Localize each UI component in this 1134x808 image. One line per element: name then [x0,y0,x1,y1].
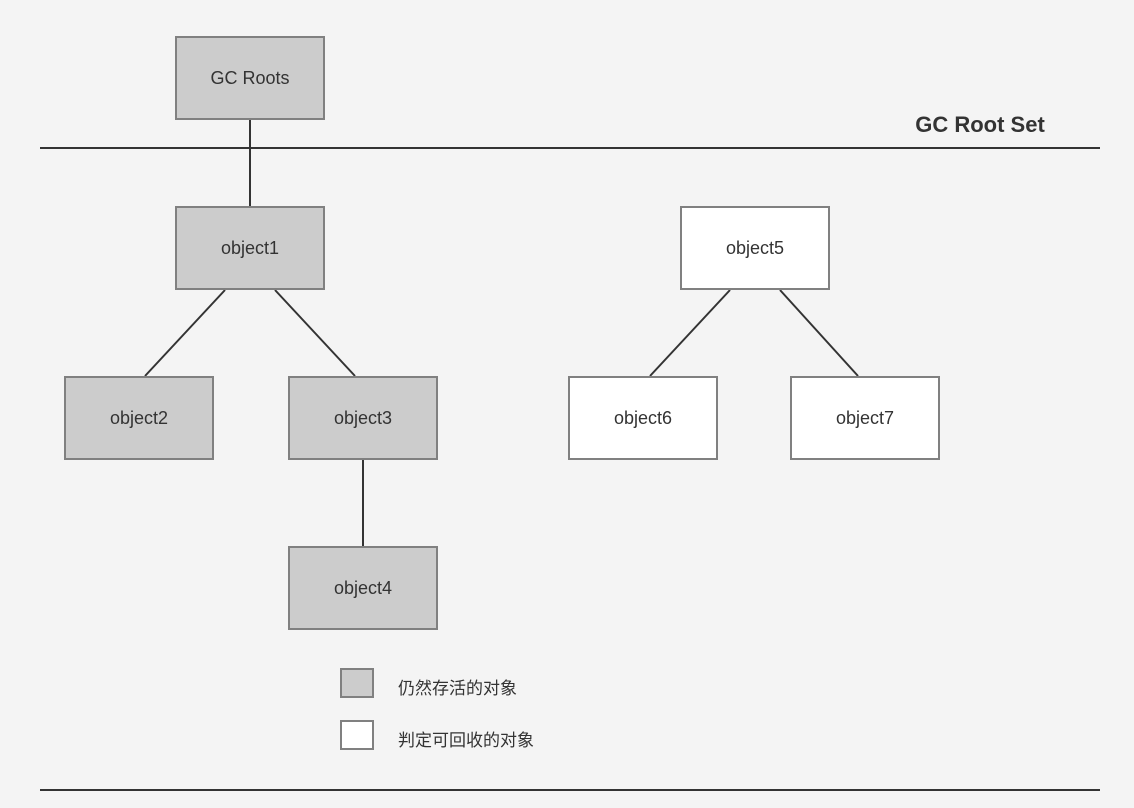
node-object4: object4 [288,546,438,630]
node-object3: object3 [288,376,438,460]
node-object7: object7 [790,376,940,460]
legend-label-1: 判定可回收的对象 [398,726,534,751]
node-gcroots: GC Roots [175,36,325,120]
legend-box-alive [340,668,374,698]
node-object6: object6 [568,376,718,460]
diagram-canvas: GC Root Set GC Roots object1 object2 object… [0,0,1134,808]
node-object5: object5 [680,206,830,290]
node-object2: object2 [64,376,214,460]
legend-label-0: 仍然存活的对象 [398,674,517,699]
node-object1: object1 [175,206,325,290]
legend-box-dead [340,720,374,750]
section-label: GC Root Set [915,112,1045,138]
